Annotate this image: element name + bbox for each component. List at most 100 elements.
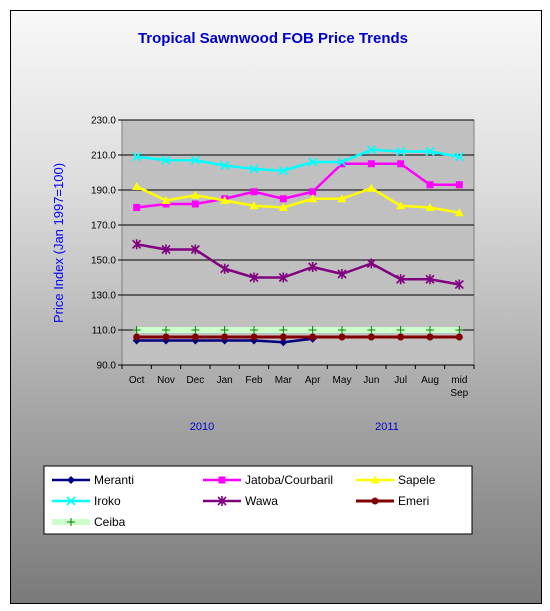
legend-item-iroko: Iroko (52, 494, 121, 508)
legend-item-meranti: Meranti (52, 473, 134, 487)
data-point-wawa (308, 262, 318, 272)
data-point-jatoba-courbaril (133, 204, 141, 211)
legend-marker-sapele (370, 475, 380, 484)
x-tick-label: Oct (129, 375, 145, 386)
data-point-sapele (425, 203, 435, 211)
series-line-wawa (136, 243, 460, 286)
y-tick-label: 150.0 (91, 256, 116, 267)
legend-item-jatoba-courbaril: Jatoba/Courbaril (203, 473, 333, 487)
legend-label-emeri: Emeri (398, 494, 429, 508)
year-label-2011: 2011 (375, 421, 399, 433)
data-point-jatoba-courbaril (455, 181, 463, 189)
data-point-sapele (366, 183, 376, 192)
x-tick-label: mid Sep (450, 375, 468, 399)
y-tick-label: 230.0 (91, 116, 116, 127)
legend-marker-jatoba-courbaril (218, 476, 226, 484)
data-point-iroko (249, 164, 259, 174)
y-tick-label: 210.0 (91, 151, 116, 162)
data-point-ceiba (220, 326, 229, 334)
data-point-jatoba-courbaril (367, 160, 375, 168)
data-point-wawa (278, 272, 288, 283)
data-point-emeri (338, 333, 346, 341)
data-point-wawa (366, 258, 376, 269)
legend-item-wawa: Wawa (203, 494, 278, 508)
x-tick-label: May (333, 375, 352, 386)
data-point-sapele (220, 196, 230, 204)
data-point-ceiba (191, 326, 200, 334)
data-point-ceiba (338, 326, 346, 334)
data-point-jatoba-courbaril (338, 160, 346, 168)
data-point-wawa (249, 272, 259, 283)
data-point-iroko (366, 145, 376, 155)
data-point-wawa (220, 263, 230, 274)
data-point-ceiba (396, 326, 405, 334)
legend-item-emeri: Emeri (356, 494, 429, 508)
legend-label-jatoba-courbaril: Jatoba/Courbaril (245, 473, 333, 487)
x-tick-label: Aug (421, 375, 439, 386)
legend-label-meranti: Meranti (94, 473, 134, 487)
y-axis-label: Price Index (Jan 1997=100) (51, 163, 66, 323)
data-point-emeri (191, 333, 199, 341)
data-point-sapele (396, 201, 406, 210)
chart-title: Tropical Sawnwood FOB Price Trends (138, 30, 408, 47)
data-point-ceiba (367, 326, 376, 334)
legend-marker-iroko (66, 496, 76, 506)
data-point-iroko (454, 152, 464, 162)
series-wawa (132, 239, 464, 290)
x-tick-label: Nov (157, 375, 175, 386)
legend-item-sapele: Sapele (356, 473, 436, 487)
series-ceiba (132, 326, 464, 334)
y-tick-label: 110.0 (92, 326, 117, 337)
data-point-jatoba-courbaril (191, 200, 199, 208)
x-tick-label: Mar (275, 375, 293, 386)
y-tick-label: 170.0 (91, 221, 116, 232)
data-point-sapele (278, 203, 288, 211)
year-label-2010: 2010 (190, 421, 214, 433)
data-point-iroko (278, 166, 288, 176)
data-point-iroko (308, 157, 318, 167)
data-point-jatoba-courbaril (397, 160, 405, 168)
data-point-emeri (221, 333, 229, 341)
series-line-iroko (136, 148, 460, 172)
data-point-wawa (132, 239, 142, 250)
data-point-ceiba (426, 326, 434, 334)
data-point-ceiba (279, 326, 288, 334)
data-point-meranti (279, 338, 288, 347)
x-tick-label: Jul (394, 375, 407, 386)
data-point-sapele (132, 182, 142, 190)
data-point-sapele (308, 194, 318, 203)
data-point-iroko (190, 155, 200, 165)
series-sapele (132, 182, 464, 217)
data-point-emeri (426, 333, 434, 341)
y-tick-label: 190.0 (91, 186, 116, 197)
data-point-ceiba (250, 326, 258, 334)
legend-marker-meranti (67, 476, 75, 484)
y-tick-labels: 230.0 210.0 190.0 170.0 150.0 130.0 110.0 90.0 (91, 116, 116, 372)
data-point-emeri (367, 333, 375, 341)
data-point-iroko (425, 146, 435, 157)
legend-label-sapele: Sapele (398, 473, 436, 487)
data-point-iroko (396, 146, 406, 157)
data-point-emeri (279, 333, 287, 341)
x-tick-labels: Oct Nov Dec Jan Feb Mar Apr May Jun Jul Aug mid Sep (129, 375, 469, 399)
data-point-ceiba (455, 326, 464, 334)
x-tick-label: Feb (245, 375, 263, 386)
data-point-jatoba-courbaril (426, 181, 434, 189)
data-point-emeri (397, 333, 405, 341)
legend-marker-ceiba (67, 518, 75, 526)
data-point-emeri (309, 333, 317, 341)
x-tick-label: Dec (186, 375, 204, 386)
data-point-sapele (249, 201, 259, 210)
series-line-jatoba-courbaril (136, 162, 460, 209)
legend-item-ceiba: Ceiba (52, 515, 126, 529)
legend-label-iroko: Iroko (94, 494, 121, 508)
data-point-sapele (454, 208, 464, 217)
data-point-emeri (162, 333, 170, 341)
legend-label-wawa: Wawa (245, 494, 278, 508)
data-point-ceiba (162, 326, 170, 334)
data-point-sapele (337, 194, 347, 203)
x-tick-label: Jun (363, 375, 379, 386)
x-tick-label: Apr (305, 375, 321, 386)
x-tick-label: Jan (217, 375, 233, 386)
